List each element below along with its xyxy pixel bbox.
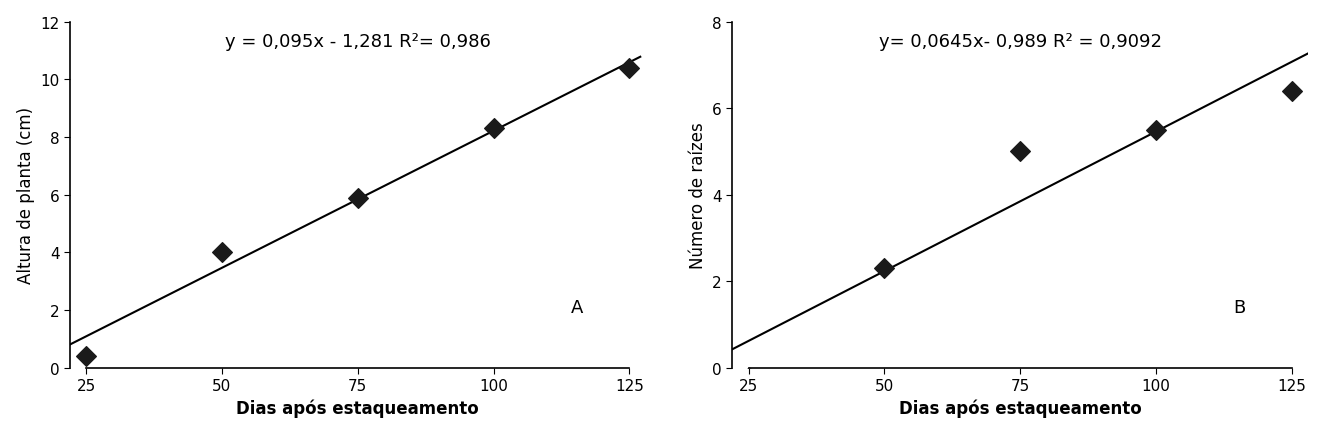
- Point: [1281, 88, 1302, 95]
- Y-axis label: Número de raízes: Número de raízes: [688, 122, 707, 269]
- Text: y= 0,0645x- 0,989 R² = 0,9092: y= 0,0645x- 0,989 R² = 0,9092: [879, 33, 1162, 51]
- Point: [739, 373, 760, 380]
- Text: B: B: [1233, 298, 1245, 316]
- Point: [347, 195, 369, 202]
- Text: A: A: [572, 298, 583, 316]
- Point: [1146, 127, 1167, 134]
- Point: [483, 125, 504, 132]
- Y-axis label: Altura de planta (cm): Altura de planta (cm): [17, 107, 34, 284]
- Point: [619, 65, 640, 72]
- Text: y = 0,095x - 1,281 R²= 0,986: y = 0,095x - 1,281 R²= 0,986: [225, 33, 491, 51]
- X-axis label: Dias após estaqueamento: Dias após estaqueamento: [236, 399, 479, 418]
- Point: [211, 250, 232, 256]
- Point: [874, 265, 895, 272]
- Point: [76, 353, 97, 360]
- X-axis label: Dias após estaqueamento: Dias após estaqueamento: [899, 399, 1142, 418]
- Point: [1009, 149, 1030, 156]
